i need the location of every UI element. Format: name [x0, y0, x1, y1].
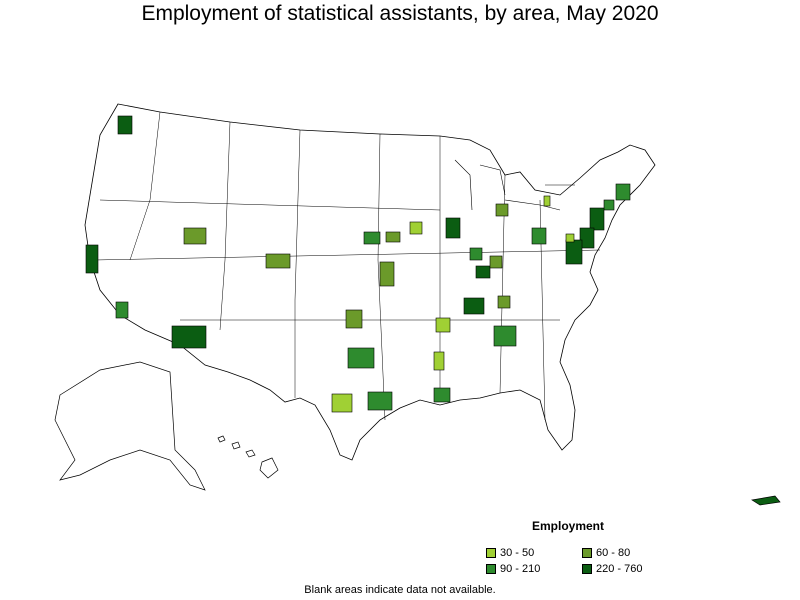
metro-minneapolis	[363, 231, 381, 245]
metro-boston	[615, 183, 631, 201]
legend-label: 220 - 760	[596, 563, 643, 575]
metro-la	[115, 301, 129, 319]
metro-boise	[183, 227, 207, 245]
metro-jackson	[433, 351, 445, 371]
metro-balt-dc	[565, 239, 583, 265]
metro-pittsburgh	[531, 227, 547, 245]
metro-memphis	[435, 317, 451, 333]
legend-title: Employment	[532, 519, 605, 533]
metro-cincinnati	[475, 265, 491, 279]
legend-item-220-760: 220 - 760	[582, 562, 678, 576]
metro-neworleans	[433, 387, 451, 403]
metro-chicago	[445, 217, 461, 239]
metro-buffalo	[543, 195, 551, 207]
map-title: Employment of statistical assistants, by…	[141, 2, 659, 25]
metro-houston	[367, 391, 393, 411]
legend-swatch	[582, 564, 592, 574]
metro-columbus	[489, 255, 503, 269]
metro-indy	[469, 247, 483, 261]
metro-harrisburg	[565, 233, 575, 243]
metro-dallas	[347, 347, 375, 369]
metro-sf	[85, 244, 99, 274]
great-lakes	[454, 159, 575, 211]
metro-hartford	[603, 199, 615, 211]
legend-label: 90 - 210	[500, 563, 541, 575]
metro-nyc	[589, 207, 605, 231]
hawaii-islands	[217, 435, 279, 479]
metro-seattle	[117, 115, 133, 135]
legend-item-30-50: 30 - 50	[486, 546, 582, 560]
metro-kc	[379, 261, 395, 287]
legend: Employment 30 - 50 60 - 80 90 - 210 220 …	[486, 519, 666, 576]
puerto-rico	[751, 495, 781, 506]
legend-swatch	[486, 548, 496, 558]
metro-knoxville	[497, 295, 511, 309]
legend-item-60-80: 60 - 80	[582, 546, 678, 560]
footnote: Blank areas indicate data not available.	[304, 584, 496, 596]
metro-philly	[579, 227, 595, 249]
legend-label: 60 - 80	[596, 547, 631, 559]
metro-okc	[345, 309, 363, 329]
legend-label: 30 - 50	[500, 547, 535, 559]
metro-nashville	[463, 297, 485, 315]
metro-denver	[265, 253, 291, 269]
metro-desmoines	[385, 231, 401, 243]
legend-item-90-210: 90 - 210	[486, 562, 582, 576]
metro-detroit	[495, 203, 509, 217]
metro-areas	[85, 115, 631, 413]
alaska-outline	[54, 361, 206, 491]
metro-atlanta	[493, 325, 517, 347]
legend-swatch	[582, 548, 592, 558]
metro-austin	[331, 393, 353, 413]
legend-swatch	[486, 564, 496, 574]
metro-madison	[409, 221, 423, 235]
metro-phoenix	[171, 325, 207, 349]
